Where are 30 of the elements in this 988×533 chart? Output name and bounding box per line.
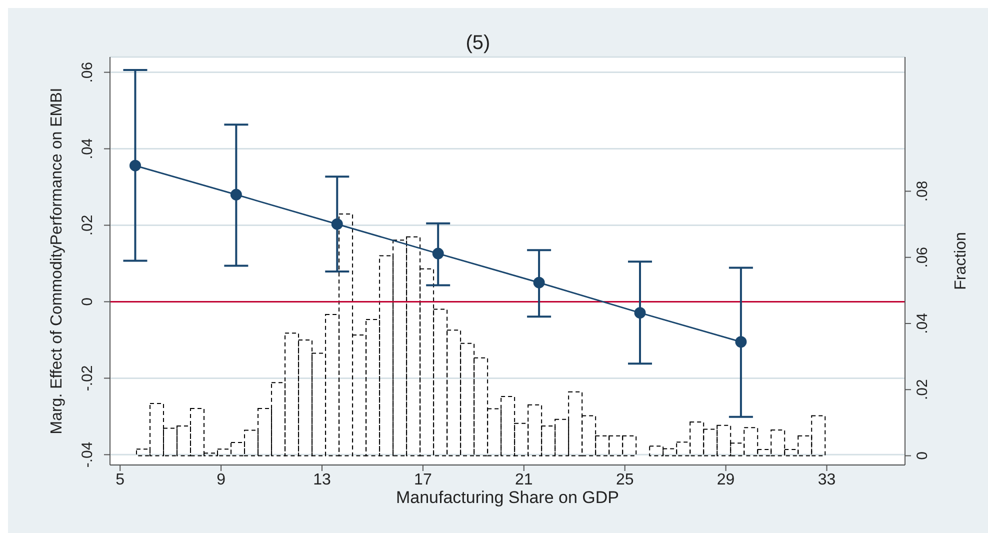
y2-axis-title: Fraction <box>952 232 970 290</box>
point <box>533 276 545 288</box>
y2-tick-label: .08 <box>914 180 931 202</box>
point <box>634 307 646 319</box>
x-axis-title: Manufacturing Share on GDP <box>396 488 620 507</box>
y2-tick-label: .02 <box>914 379 931 400</box>
x-tick-label: 21 <box>515 471 533 488</box>
y-tick-label: -.04 <box>79 442 96 468</box>
y-tick-label: 0 <box>79 298 96 306</box>
y-tick-label: .06 <box>79 62 96 83</box>
x-tick-label: 33 <box>818 471 836 488</box>
x-tick-label: 29 <box>716 471 735 488</box>
y-tick-label: -.02 <box>79 365 96 392</box>
y2-tick-label: 0 <box>914 452 931 460</box>
y-tick-label: .02 <box>79 214 96 236</box>
x-tick-label: 25 <box>616 471 634 488</box>
point <box>432 248 444 260</box>
y2-tick-label: .04 <box>914 313 931 334</box>
point <box>129 160 141 172</box>
x-tick-label: 13 <box>313 471 331 488</box>
x-tick-label: 17 <box>414 471 432 488</box>
y2-tick-label: .06 <box>914 246 931 268</box>
point <box>331 218 343 230</box>
y-tick-label: .04 <box>79 138 96 160</box>
point <box>735 336 747 348</box>
y-axis-title: Marg. Effect of CommodityPerformance on EMBI <box>48 88 66 434</box>
chart-title: (5) <box>464 32 492 55</box>
x-tick-label: 9 <box>216 471 226 488</box>
point <box>230 188 242 200</box>
x-tick-label: 5 <box>116 471 125 488</box>
